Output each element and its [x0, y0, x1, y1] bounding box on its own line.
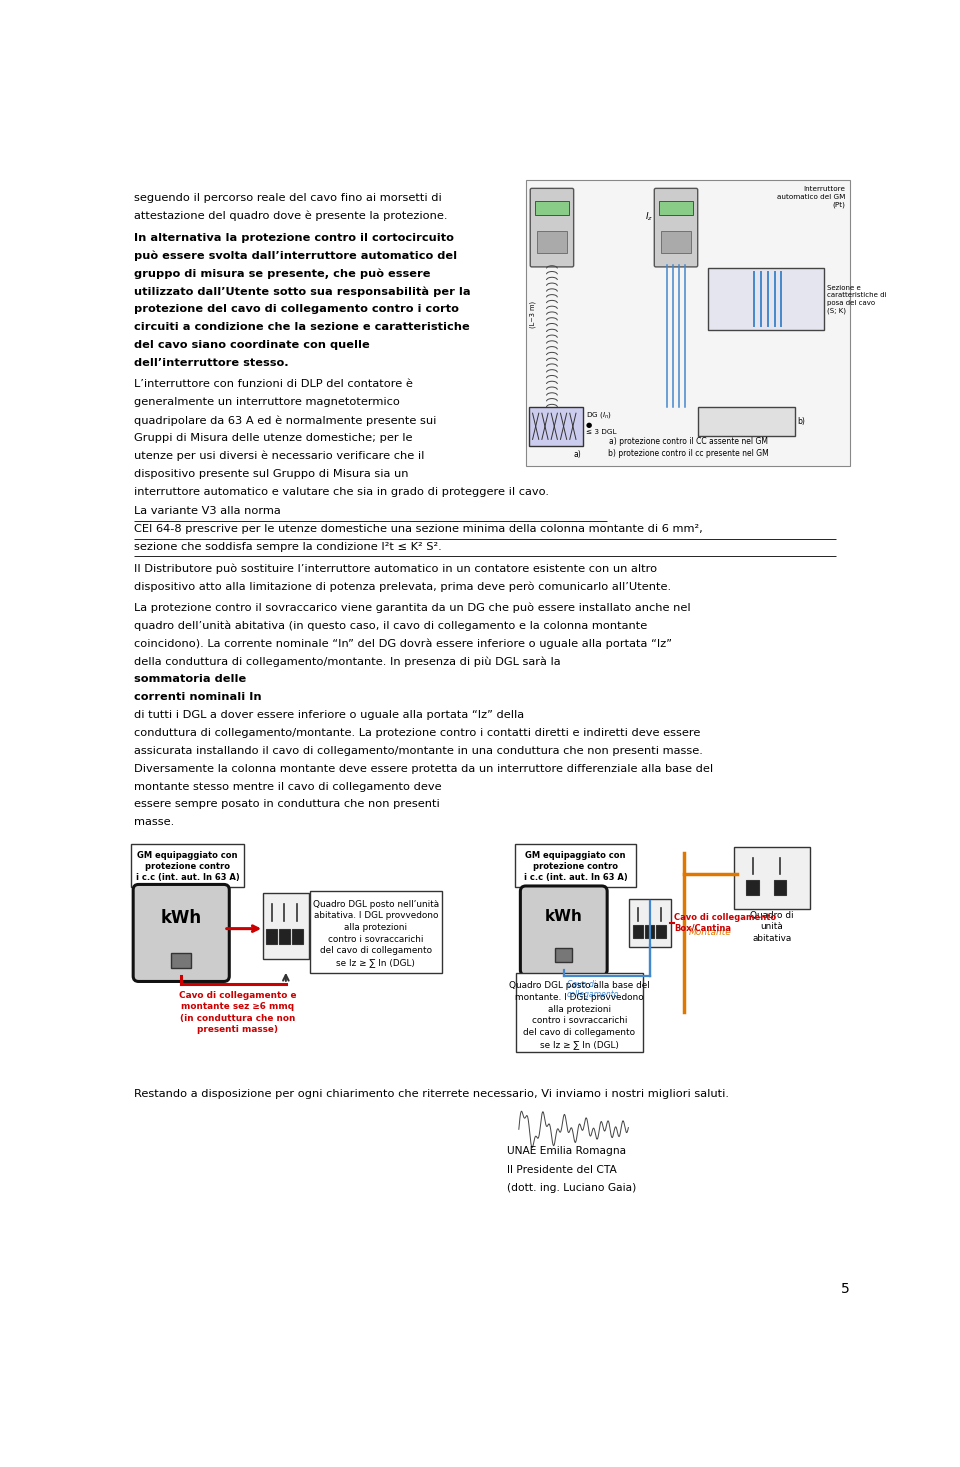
- FancyBboxPatch shape: [747, 880, 758, 895]
- Text: essere sempre posato in conduttura che non presenti: essere sempre posato in conduttura che n…: [134, 800, 440, 810]
- Text: dell’interruttore stesso.: dell’interruttore stesso.: [134, 358, 289, 368]
- Text: Sezione e
caratteristiche di
posa del cavo
(S; K): Sezione e caratteristiche di posa del ca…: [828, 285, 887, 314]
- Text: Cavo di collegamento
Box/Cantina: Cavo di collegamento Box/Cantina: [674, 914, 777, 933]
- Text: della conduttura di collegamento/montante. In presenza di più DGL sarà la: della conduttura di collegamento/montant…: [134, 657, 561, 667]
- Text: L’interruttore con funzioni di DLP del contatore è: L’interruttore con funzioni di DLP del c…: [134, 380, 413, 389]
- FancyBboxPatch shape: [655, 188, 698, 267]
- FancyBboxPatch shape: [698, 406, 795, 436]
- FancyBboxPatch shape: [133, 885, 229, 981]
- Text: Interruttore
automatico del GM
(Pt): Interruttore automatico del GM (Pt): [777, 186, 846, 208]
- Text: DG ($I_n$)
●
≤ 3 DGL: DG ($I_n$) ● ≤ 3 DGL: [586, 411, 616, 436]
- FancyBboxPatch shape: [708, 268, 824, 330]
- Text: (dott. ing. Luciano Gaia): (dott. ing. Luciano Gaia): [507, 1184, 636, 1193]
- Text: dispositivo presente sul Gruppo di Misura sia un: dispositivo presente sul Gruppo di Misur…: [134, 468, 408, 478]
- Text: GM equipaggiato con
protezione contro
i c.c (int. aut. In 63 A): GM equipaggiato con protezione contro i …: [135, 851, 239, 883]
- FancyBboxPatch shape: [661, 232, 690, 252]
- Text: Gruppi di Misura delle utenze domestiche; per le: Gruppi di Misura delle utenze domestiche…: [134, 433, 413, 443]
- FancyBboxPatch shape: [535, 201, 569, 214]
- Text: utilizzato dall’Utente sotto sua responsabilità per la: utilizzato dall’Utente sotto sua respons…: [134, 286, 470, 296]
- Text: sezione che soddisfa sempre la condizione I²t ≤ K² S².: sezione che soddisfa sempre la condizion…: [134, 541, 442, 552]
- FancyBboxPatch shape: [657, 926, 666, 937]
- FancyBboxPatch shape: [530, 188, 574, 267]
- FancyBboxPatch shape: [634, 926, 642, 937]
- FancyBboxPatch shape: [630, 899, 671, 946]
- Text: Restando a disposizione per ogni chiarimento che riterrete necessario, Vi inviam: Restando a disposizione per ogni chiarim…: [134, 1090, 729, 1099]
- FancyBboxPatch shape: [529, 406, 583, 446]
- Text: assicurata installando il cavo di collegamento/montante in una conduttura che no: assicurata installando il cavo di colleg…: [134, 745, 703, 756]
- FancyBboxPatch shape: [520, 886, 607, 976]
- Text: correnti nominali In: correnti nominali In: [134, 692, 261, 703]
- FancyBboxPatch shape: [131, 844, 244, 886]
- Text: protezione del cavo di collegamento contro i corto: protezione del cavo di collegamento cont…: [134, 304, 459, 314]
- Text: GM equipaggiato con
protezione contro
i c.c (int. aut. In 63 A): GM equipaggiato con protezione contro i …: [523, 851, 627, 883]
- Text: La variante V3 alla norma: La variante V3 alla norma: [134, 506, 280, 516]
- Text: di tutti i DGL a dover essere inferiore o uguale alla portata “Iz” della: di tutti i DGL a dover essere inferiore …: [134, 710, 524, 720]
- Text: UNAE Emilia Romagna: UNAE Emilia Romagna: [507, 1146, 626, 1156]
- Text: seguendo il percorso reale del cavo fino ai morsetti di: seguendo il percorso reale del cavo fino…: [134, 194, 442, 202]
- Text: sommatoria delle: sommatoria delle: [134, 675, 246, 685]
- Text: circuiti a condizione che la sezione e caratteristiche: circuiti a condizione che la sezione e c…: [134, 321, 469, 332]
- FancyBboxPatch shape: [734, 848, 810, 910]
- Text: (L~3 m): (L~3 m): [530, 301, 536, 329]
- FancyBboxPatch shape: [263, 893, 309, 959]
- Text: Montante: Montante: [688, 929, 732, 937]
- FancyBboxPatch shape: [310, 892, 442, 973]
- Text: dispositivo atto alla limitazione di potenza prelevata, prima deve però comunica: dispositivo atto alla limitazione di pot…: [134, 581, 671, 591]
- FancyBboxPatch shape: [645, 926, 654, 937]
- Text: a): a): [574, 450, 582, 459]
- Text: Il Presidente del CTA: Il Presidente del CTA: [507, 1165, 617, 1175]
- FancyBboxPatch shape: [515, 844, 636, 886]
- Text: CEI 64-8 prescrive per le utenze domestiche una sezione minima della colonna mon: CEI 64-8 prescrive per le utenze domesti…: [134, 524, 703, 534]
- Text: interruttore automatico e valutare che sia in grado di proteggere il cavo.: interruttore automatico e valutare che s…: [134, 487, 549, 496]
- Text: In alternativa la protezione contro il cortocircuito: In alternativa la protezione contro il c…: [134, 233, 454, 242]
- Text: kWh: kWh: [545, 910, 583, 924]
- Text: Cavo di
collegamento: Cavo di collegamento: [566, 980, 619, 999]
- Text: b): b): [798, 417, 805, 427]
- FancyBboxPatch shape: [171, 954, 191, 968]
- Text: Quadro DGL posto alla base del
montante. I DGL provvedono
alla protezioni
contro: Quadro DGL posto alla base del montante.…: [509, 981, 650, 1049]
- Text: utenze per usi diversi è necessario verificare che il: utenze per usi diversi è necessario veri…: [134, 450, 424, 461]
- FancyBboxPatch shape: [516, 973, 643, 1052]
- Text: del cavo siano coordinate con quelle: del cavo siano coordinate con quelle: [134, 340, 370, 349]
- Text: quadripolare da 63 A ed è normalmente presente sui: quadripolare da 63 A ed è normalmente pr…: [134, 415, 437, 425]
- FancyBboxPatch shape: [555, 948, 572, 962]
- FancyBboxPatch shape: [526, 180, 850, 467]
- Text: $I_z$: $I_z$: [645, 211, 654, 223]
- Text: a) protezione contro il CC assente nel GM
b) protezione contro il cc presente ne: a) protezione contro il CC assente nel G…: [608, 437, 769, 458]
- Text: montante stesso mentre il cavo di collegamento deve: montante stesso mentre il cavo di colleg…: [134, 782, 442, 792]
- Text: conduttura di collegamento/montante. La protezione contro i contatti diretti e i: conduttura di collegamento/montante. La …: [134, 728, 701, 738]
- FancyBboxPatch shape: [267, 929, 277, 945]
- Text: quadro dell’unità abitativa (in questo caso, il cavo di collegamento e la colonn: quadro dell’unità abitativa (in questo c…: [134, 621, 647, 631]
- Text: generalmente un interruttore magnetotermico: generalmente un interruttore magnetoterm…: [134, 398, 399, 408]
- Text: masse.: masse.: [134, 817, 174, 827]
- Text: 5: 5: [841, 1282, 850, 1295]
- Text: kWh: kWh: [160, 908, 202, 927]
- Text: Cavo di collegamento e
montante sez ≥6 mmq
(in conduttura che non
presenti masse: Cavo di collegamento e montante sez ≥6 m…: [180, 990, 297, 1034]
- FancyBboxPatch shape: [538, 232, 566, 252]
- Text: attestazione del quadro dove è presente la protezione.: attestazione del quadro dove è presente …: [134, 211, 447, 222]
- FancyBboxPatch shape: [278, 929, 290, 945]
- Text: Il Distributore può sostituire l’interruttore automatico in un contatore esisten: Il Distributore può sostituire l’interru…: [134, 563, 657, 574]
- Text: può essere svolta dall’interruttore automatico del: può essere svolta dall’interruttore auto…: [134, 251, 457, 261]
- Text: gruppo di misura se presente, che può essere: gruppo di misura se presente, che può es…: [134, 268, 430, 279]
- Text: La protezione contro il sovraccarico viene garantita da un DG che può essere ins: La protezione contro il sovraccarico vie…: [134, 603, 690, 613]
- Text: Quadro di
unità
abitativa: Quadro di unità abitativa: [751, 911, 794, 942]
- Text: Diversamente la colonna montante deve essere protetta da un interruttore differe: Diversamente la colonna montante deve es…: [134, 764, 713, 773]
- FancyBboxPatch shape: [659, 201, 693, 214]
- FancyBboxPatch shape: [292, 929, 303, 945]
- FancyBboxPatch shape: [774, 880, 786, 895]
- Text: Quadro DGL posto nell’unità
abitativa. I DGL provvedono
alla protezioni
contro i: Quadro DGL posto nell’unità abitativa. I…: [313, 899, 439, 967]
- Text: coincidono). La corrente nominale “In” del DG dovrà essere inferiore o uguale al: coincidono). La corrente nominale “In” d…: [134, 638, 672, 650]
